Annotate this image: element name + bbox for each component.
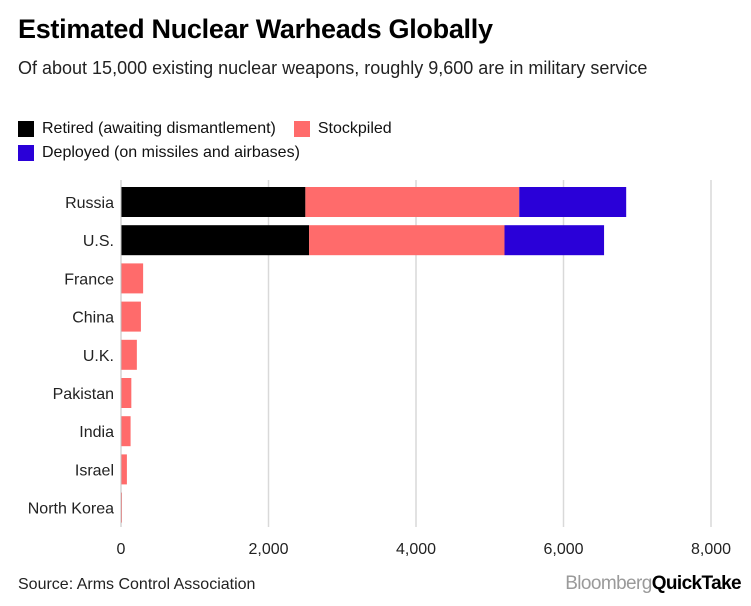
legend-item-stockpiled: Stockpiled	[293, 120, 392, 138]
brand-part-quicktake: QuickTake	[651, 573, 742, 594]
bar-stockpiled	[121, 263, 144, 294]
legend-item-deployed: Deployed (on missiles and airbases)	[18, 144, 300, 162]
legend-item-retired: Retired (awaiting dismantlement)	[18, 120, 276, 138]
category-label: U.K.	[83, 348, 114, 365]
bar-stockpiled	[305, 187, 520, 217]
legend-row-2: Deployed (on missiles and airbases)	[18, 141, 410, 165]
x-tick-label: 0	[117, 541, 126, 558]
category-label: France	[64, 271, 114, 288]
category-label: Pakistan	[53, 386, 114, 403]
x-tick-label: 8,000	[691, 541, 731, 558]
x-tick-label: 6,000	[543, 541, 583, 558]
x-tick-label: 4,000	[396, 541, 436, 558]
category-label: Israel	[75, 462, 114, 479]
legend-swatch-deployed	[18, 145, 34, 161]
bar-deployed	[519, 187, 627, 217]
legend-swatch-stockpiled	[293, 121, 310, 137]
legend-label-deployed: Deployed (on missiles and airbases)	[42, 144, 300, 161]
legend-row-1: Retired (awaiting dismantlement) Stockpi…	[18, 117, 410, 141]
bar-stockpiled	[121, 301, 141, 332]
category-label: Russia	[65, 195, 114, 212]
legend: Retired (awaiting dismantlement) Stockpi…	[18, 117, 410, 165]
bar-chart: 0 2,000 4,000 6,000 8,000 Russia U.S. France Chi…	[28, 180, 731, 558]
category-label: China	[72, 310, 114, 327]
bar-stockpiled	[121, 378, 132, 408]
bar-stockpiled	[121, 454, 127, 485]
bar-stockpiled	[309, 225, 505, 256]
bar-deployed	[504, 225, 605, 256]
brand-logo: BloombergQuickTake	[565, 573, 741, 595]
x-tick-label: 2,000	[248, 541, 288, 558]
bar-stockpiled	[121, 416, 131, 447]
legend-swatch-retired	[18, 121, 34, 137]
bar-retired	[121, 225, 310, 256]
brand-part-bloomberg: Bloomberg	[565, 573, 652, 594]
category-label: U.S.	[83, 233, 114, 250]
category-label: India	[79, 424, 114, 441]
source-note: Source: Arms Control Association	[18, 576, 256, 593]
legend-label-stockpiled: Stockpiled	[317, 120, 392, 137]
chart-subtitle: Of about 15,000 existing nuclear weapons…	[18, 58, 648, 78]
category-label: North Korea	[28, 501, 114, 518]
chart-title: Estimated Nuclear Warheads Globally	[18, 14, 493, 44]
bar-retired	[121, 187, 306, 217]
bar-stockpiled	[121, 339, 137, 370]
legend-label-retired: Retired (awaiting dismantlement)	[42, 120, 276, 137]
